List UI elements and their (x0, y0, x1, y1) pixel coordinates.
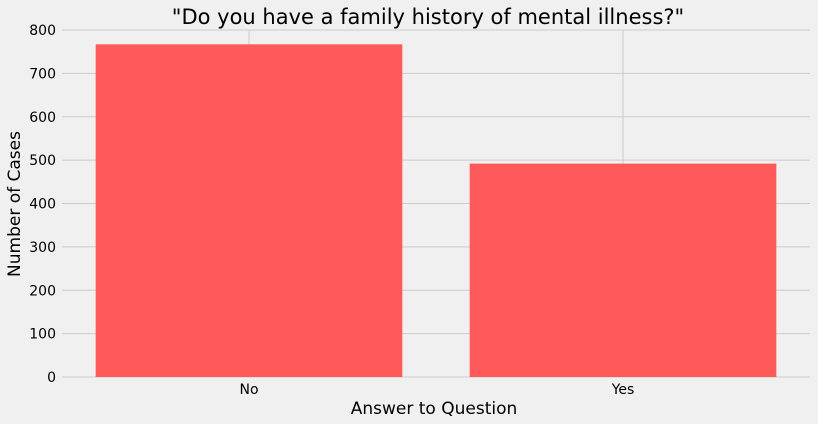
bar-yes (469, 163, 777, 377)
y-tick-label: 100 (29, 327, 56, 343)
y-tick-label: 700 (29, 66, 56, 82)
y-tick-label: 200 (29, 283, 56, 299)
y-tick-label: 300 (29, 240, 56, 256)
chart-title: "Do you have a family history of mental … (172, 5, 684, 29)
y-axis-label: Number of Cases (5, 131, 25, 277)
x-tick-label: Yes (611, 382, 635, 398)
x-tick-label: No (239, 382, 258, 398)
y-tick-label: 400 (29, 197, 56, 213)
bar-no (95, 44, 403, 377)
y-tick-label: 500 (29, 153, 56, 169)
x-axis-label: Answer to Question (351, 399, 518, 419)
x-axis-ticks: No Yes (239, 382, 634, 398)
y-tick-label: 800 (29, 23, 56, 39)
y-tick-label: 600 (29, 110, 56, 126)
bars (95, 44, 777, 377)
y-tick-label: 0 (47, 370, 56, 386)
y-axis-ticks: 0 100 200 300 400 500 600 700 800 (29, 23, 56, 386)
